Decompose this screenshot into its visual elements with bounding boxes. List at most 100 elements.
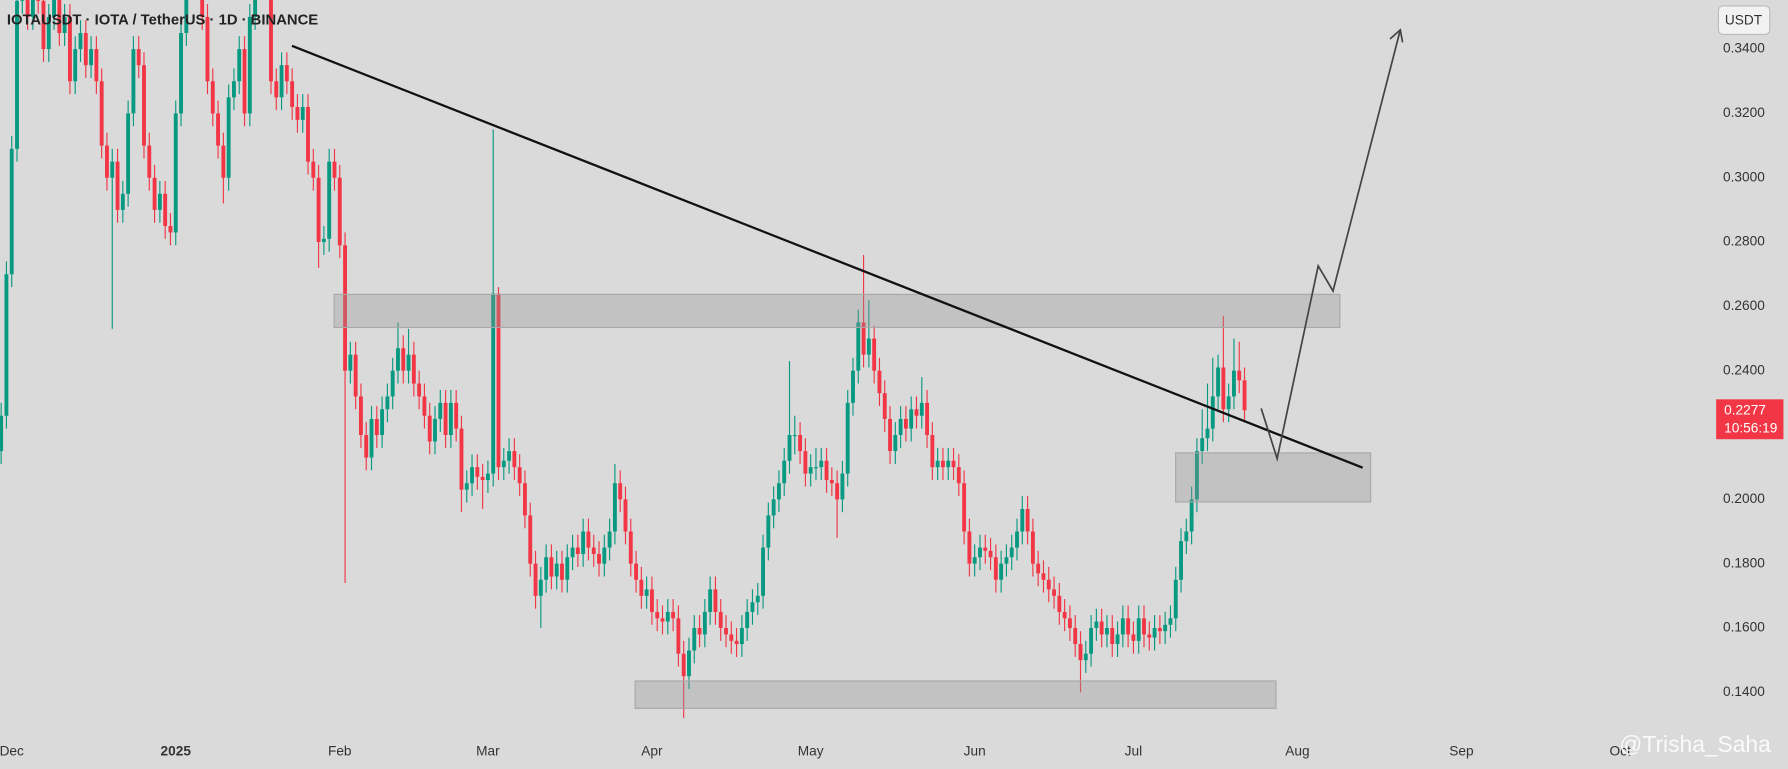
- candle-body: [411, 354, 416, 384]
- candle-body: [951, 460, 956, 468]
- candle-body: [438, 402, 443, 419]
- candle-body: [1120, 618, 1125, 635]
- candle-body: [835, 483, 840, 500]
- candle-body: [597, 554, 601, 564]
- resistance-zone: [333, 293, 1341, 329]
- candle-body: [173, 113, 178, 233]
- candle-body: [713, 589, 718, 612]
- candle-body: [343, 245, 347, 371]
- candle-body: [321, 238, 326, 243]
- candle-body: [623, 499, 628, 532]
- candle-body: [1115, 634, 1120, 645]
- candle-body: [665, 611, 670, 622]
- last-price: 0.2277: [1724, 402, 1766, 417]
- candle-body: [1184, 531, 1189, 542]
- currency-badge[interactable]: [1717, 5, 1771, 35]
- candle-body: [20, 0, 25, 1]
- y-tick-label: 0.1800: [1723, 555, 1765, 570]
- candle-body: [1062, 611, 1067, 619]
- candle-body: [644, 589, 649, 596]
- candle-body: [1131, 634, 1136, 641]
- candle-body: [454, 402, 459, 429]
- candle-body: [242, 49, 247, 114]
- candle-body: [750, 602, 755, 612]
- candle-body: [470, 467, 474, 484]
- candle-body: [766, 515, 771, 548]
- candle-body: [485, 473, 490, 481]
- candle-body: [882, 393, 887, 419]
- x-tick-label: Dec: [0, 743, 24, 758]
- candle-body: [724, 627, 728, 635]
- candle-body: [1168, 618, 1173, 625]
- candle-body: [1163, 624, 1168, 632]
- y-tick-label: 0.2000: [1723, 491, 1765, 506]
- candle-body: [972, 557, 977, 564]
- candle-body: [311, 161, 316, 178]
- candle-body: [1126, 618, 1131, 635]
- candle-body: [956, 467, 961, 484]
- candle-body: [702, 611, 707, 635]
- candle-body: [919, 402, 924, 416]
- candle-body: [105, 145, 109, 178]
- candle-body: [851, 370, 855, 403]
- candle-body: [903, 418, 908, 429]
- candle-body: [67, 16, 72, 82]
- candle-body: [179, 33, 183, 114]
- candle-body: [52, 0, 56, 17]
- x-tick-label: May: [798, 743, 824, 758]
- candle-body: [634, 563, 639, 580]
- candle-body: [808, 467, 813, 474]
- candle-body: [327, 161, 332, 239]
- candle-body: [1205, 428, 1210, 439]
- candle-body: [427, 415, 432, 442]
- candle-body: [78, 33, 83, 50]
- price-tag: [1716, 399, 1784, 440]
- candle-body: [390, 370, 395, 397]
- candle-body: [1226, 396, 1231, 410]
- candle-body: [300, 106, 305, 120]
- candle-body: [1099, 621, 1104, 635]
- candle-body: [295, 106, 300, 120]
- y-tick-label: 0.1400: [1723, 684, 1765, 699]
- candle-body: [602, 547, 607, 564]
- candle-body: [131, 49, 136, 114]
- x-tick-label: Sep: [1449, 743, 1474, 758]
- y-tick-label: 0.3200: [1723, 105, 1765, 120]
- candle-body: [126, 113, 131, 194]
- candle-body: [533, 563, 538, 596]
- trend-line: [291, 44, 1364, 469]
- x-tick-label: Mar: [476, 743, 500, 758]
- candle-body: [877, 370, 882, 394]
- candle-body: [369, 418, 374, 458]
- candle-body: [1173, 579, 1178, 619]
- candle-body: [1110, 627, 1115, 645]
- retest-zone: [1175, 452, 1372, 503]
- candle-body: [1046, 579, 1051, 590]
- candle-body: [517, 467, 522, 484]
- candle-body: [935, 460, 940, 468]
- candle-body: [36, 0, 41, 1]
- candle-body: [888, 418, 892, 452]
- candle-body: [586, 531, 591, 548]
- candle-body: [1105, 627, 1109, 635]
- candle-body: [930, 435, 935, 468]
- x-axis: Dec 2025 Feb Mar Apr May Jun Jul Aug Sep Oct: [0, 743, 1631, 758]
- candle-body: [866, 338, 871, 355]
- candle-body: [0, 415, 4, 452]
- candle-body: [993, 557, 998, 580]
- candle-body: [237, 49, 242, 82]
- y-tick-label: 0.3400: [1723, 41, 1765, 56]
- arrow-head: [1389, 28, 1404, 43]
- candle-body: [396, 348, 400, 371]
- candle-body: [755, 595, 760, 603]
- candle-body: [1083, 653, 1088, 661]
- candle-body: [909, 409, 914, 429]
- candle-body: [316, 177, 321, 243]
- x-tick-label: Jul: [1125, 743, 1142, 758]
- x-tick-label: Jun: [964, 743, 986, 758]
- candle-body: [232, 81, 236, 98]
- y-tick-label: 0.3000: [1723, 169, 1765, 184]
- candle-body: [988, 550, 993, 558]
- candle-body: [501, 460, 506, 468]
